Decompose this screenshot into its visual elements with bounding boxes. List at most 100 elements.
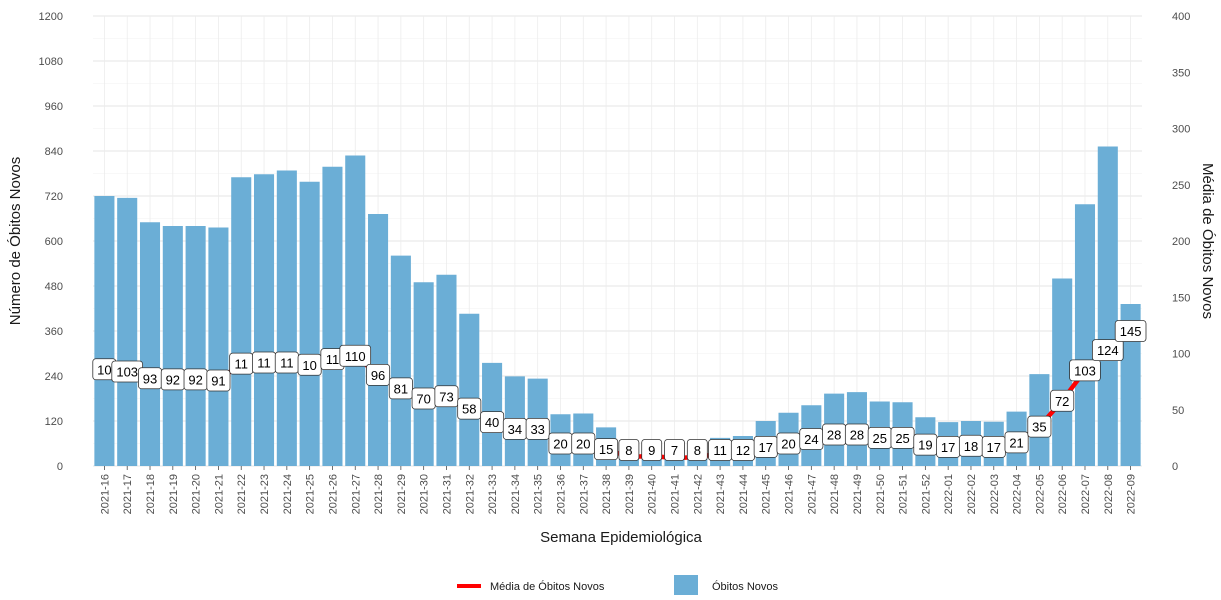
x-tick-label: 2021-22 xyxy=(236,474,248,514)
x-tick-label: 2021-29 xyxy=(396,474,408,514)
x-tick-label: 2021-34 xyxy=(510,474,522,514)
data-label-text: 73 xyxy=(439,389,453,404)
data-label-text: 20 xyxy=(781,437,795,452)
data-label-text: 25 xyxy=(873,431,887,446)
data-label: 20 xyxy=(548,432,573,455)
x-tick-label: 2021-16 xyxy=(99,474,111,514)
data-label: 96 xyxy=(366,363,391,386)
data-label-text: 15 xyxy=(599,442,613,457)
data-label-text: 93 xyxy=(143,371,157,386)
data-label-box xyxy=(1069,359,1101,382)
data-label: 10 xyxy=(92,358,117,381)
data-label: 92 xyxy=(160,368,185,391)
data-label-text: 11 xyxy=(234,357,248,372)
x-tick-label: 2021-48 xyxy=(829,474,841,514)
x-tick-label: 2021-30 xyxy=(419,474,431,514)
data-label-text: 19 xyxy=(918,438,932,453)
x-tick-label: 2021-45 xyxy=(761,474,773,514)
y2-tick-label: 200 xyxy=(1172,236,1190,248)
legend: Média de Óbitos Novos Óbitos Novos xyxy=(457,575,779,595)
data-label-text: 11 xyxy=(326,352,340,367)
y-axis-title: Número de Óbitos Novos xyxy=(7,157,24,325)
data-label-text: 124 xyxy=(1097,343,1119,358)
data-label: 11 xyxy=(252,351,277,374)
x-tick-label: 2021-27 xyxy=(350,474,362,514)
bar xyxy=(322,166,343,466)
data-label-box xyxy=(686,439,708,461)
data-label: 8 xyxy=(686,439,708,461)
data-label-text: 70 xyxy=(416,392,430,407)
x-tick-label: 2022-02 xyxy=(966,474,978,514)
data-label: 92 xyxy=(183,368,208,391)
y2-tick-label: 250 xyxy=(1172,180,1190,192)
data-label: 73 xyxy=(434,385,459,408)
data-label: 17 xyxy=(753,435,778,458)
bar xyxy=(413,282,434,466)
x-tick-label: 2022-05 xyxy=(1034,474,1046,514)
x-tick-label: 2021-18 xyxy=(145,474,157,514)
x-tick-label: 2021-39 xyxy=(624,474,636,514)
bar xyxy=(1052,278,1073,466)
data-label: 91 xyxy=(206,369,231,392)
bar xyxy=(162,226,183,466)
x-tick-label: 2021-28 xyxy=(373,474,385,514)
x-tick-label: 2021-32 xyxy=(464,474,476,514)
x-tick-label: 2021-24 xyxy=(282,474,294,514)
x-tick-label: 2021-31 xyxy=(442,474,454,514)
x-tick-label: 2021-52 xyxy=(920,474,932,514)
data-label-box xyxy=(434,385,459,408)
x-tick-label: 2021-17 xyxy=(122,474,134,514)
data-label: 25 xyxy=(867,426,892,449)
data-label: 8 xyxy=(618,439,640,461)
y-tick-label: 720 xyxy=(45,191,63,203)
data-label-text: 17 xyxy=(758,440,772,455)
y-tick-label: 480 xyxy=(45,281,63,293)
right-y-axis: 0 50 100 150 200 250 300 350 400 xyxy=(1172,11,1190,473)
data-label-text: 35 xyxy=(1032,420,1046,435)
data-label-text: 20 xyxy=(553,437,567,452)
data-label-text: 92 xyxy=(188,372,202,387)
data-label: 40 xyxy=(480,411,505,434)
x-tick-label: 2022-09 xyxy=(1126,474,1138,514)
data-label-box xyxy=(339,344,372,367)
data-label: 17 xyxy=(981,435,1006,458)
data-label-text: 28 xyxy=(827,428,841,443)
data-label-text: 9 xyxy=(648,443,655,458)
y-tick-label: 0 xyxy=(57,461,63,473)
data-label-text: 25 xyxy=(895,431,909,446)
data-label-text: 40 xyxy=(485,415,499,430)
data-label-box xyxy=(1050,389,1075,412)
data-label: 20 xyxy=(776,432,801,455)
bar xyxy=(664,456,685,466)
data-label-box xyxy=(664,439,685,461)
data-label: 28 xyxy=(844,423,869,446)
bar xyxy=(231,177,252,466)
data-label: 58 xyxy=(457,397,482,420)
x-tick-label: 2021-46 xyxy=(784,474,796,514)
data-label: 15 xyxy=(594,438,619,461)
x-tick-label: 2021-33 xyxy=(487,474,499,514)
bar xyxy=(1074,204,1096,466)
data-label: 11 xyxy=(708,439,733,461)
data-label-text: 11 xyxy=(280,356,294,371)
data-label: 81 xyxy=(388,377,413,400)
x-tick-label: 2022-06 xyxy=(1057,474,1069,514)
data-label-text: 81 xyxy=(394,381,408,396)
bar xyxy=(345,155,366,466)
data-label: 11 xyxy=(274,351,299,374)
x-tick-label: 2021-36 xyxy=(556,474,568,514)
data-label-text: 8 xyxy=(694,443,701,458)
x-tick-label: 2021-35 xyxy=(533,474,545,514)
data-label-text: 11 xyxy=(257,356,271,371)
x-tick-label: 2021-19 xyxy=(168,474,180,514)
data-label: 103 xyxy=(1069,359,1101,382)
x-axis-title: Semana Epidemiológica xyxy=(540,529,702,546)
y2-tick-label: 50 xyxy=(1172,405,1184,417)
x-tick-label: 2021-21 xyxy=(213,474,225,514)
data-label: 18 xyxy=(958,434,983,457)
y2-tick-label: 350 xyxy=(1172,67,1190,79)
data-label: 7 xyxy=(664,439,685,461)
x-tick-label: 2021-49 xyxy=(852,474,864,514)
x-tick-label: 2021-41 xyxy=(670,474,682,514)
